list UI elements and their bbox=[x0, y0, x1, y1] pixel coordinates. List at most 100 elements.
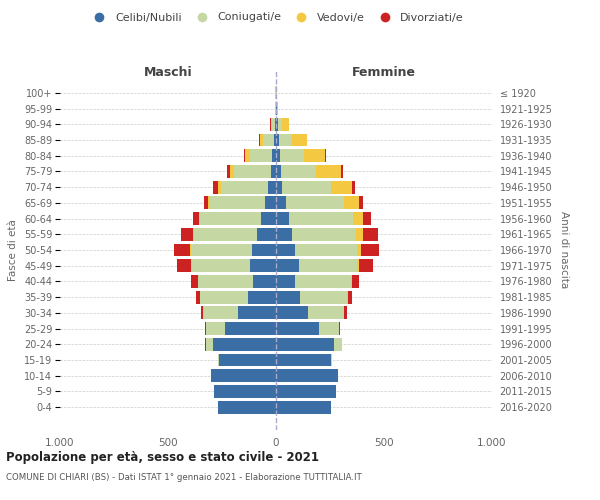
Bar bbox=[250, 260, 276, 272]
Bar bbox=[177, 260, 191, 272]
Bar bbox=[276, 196, 286, 209]
Bar bbox=[238, 306, 276, 320]
Bar bbox=[331, 180, 352, 194]
Bar bbox=[364, 228, 377, 240]
Bar bbox=[359, 196, 364, 209]
Bar bbox=[276, 260, 299, 272]
Bar bbox=[276, 165, 281, 178]
Bar bbox=[214, 385, 276, 398]
Bar bbox=[361, 244, 379, 256]
Bar bbox=[219, 354, 276, 366]
Bar bbox=[200, 290, 248, 304]
Bar bbox=[325, 149, 326, 162]
Bar bbox=[248, 290, 276, 304]
Bar bbox=[227, 165, 230, 178]
Bar bbox=[292, 228, 356, 240]
Bar bbox=[295, 275, 350, 288]
Bar bbox=[331, 354, 332, 366]
Bar bbox=[245, 149, 250, 162]
Bar bbox=[352, 180, 355, 194]
Bar bbox=[252, 244, 276, 256]
Bar bbox=[276, 354, 331, 366]
Bar bbox=[271, 165, 276, 178]
Bar bbox=[218, 400, 276, 413]
Bar bbox=[268, 180, 276, 194]
Bar bbox=[316, 165, 341, 178]
Bar bbox=[234, 165, 271, 178]
Bar bbox=[282, 118, 289, 130]
Bar bbox=[352, 275, 359, 288]
Bar bbox=[286, 196, 344, 209]
Bar bbox=[244, 149, 245, 162]
Bar bbox=[350, 275, 352, 288]
Bar bbox=[344, 306, 347, 320]
Bar bbox=[206, 322, 225, 335]
Bar bbox=[193, 228, 194, 240]
Bar bbox=[356, 260, 359, 272]
Bar bbox=[210, 196, 265, 209]
Bar bbox=[191, 275, 198, 288]
Y-axis label: Fasce di età: Fasce di età bbox=[8, 219, 19, 281]
Bar bbox=[278, 134, 292, 146]
Bar bbox=[292, 134, 307, 146]
Bar bbox=[276, 228, 292, 240]
Bar bbox=[190, 244, 191, 256]
Text: COMUNE DI CHIARI (BS) - Dati ISTAT 1° gennaio 2021 - Elaborazione TUTTITALIA.IT: COMUNE DI CHIARI (BS) - Dati ISTAT 1° ge… bbox=[6, 472, 362, 482]
Bar bbox=[194, 228, 257, 240]
Bar bbox=[196, 290, 200, 304]
Bar bbox=[276, 322, 319, 335]
Bar bbox=[356, 228, 364, 240]
Bar bbox=[308, 306, 344, 320]
Bar bbox=[206, 338, 214, 351]
Text: Maschi: Maschi bbox=[143, 66, 193, 78]
Bar bbox=[272, 149, 276, 162]
Bar bbox=[276, 102, 277, 115]
Bar bbox=[265, 196, 276, 209]
Bar bbox=[199, 212, 200, 225]
Bar bbox=[281, 165, 316, 178]
Bar bbox=[289, 212, 353, 225]
Bar bbox=[353, 212, 364, 225]
Text: Popolazione per età, sesso e stato civile - 2021: Popolazione per età, sesso e stato civil… bbox=[6, 451, 319, 464]
Bar bbox=[276, 149, 280, 162]
Bar bbox=[359, 260, 373, 272]
Bar bbox=[347, 290, 348, 304]
Text: Femmine: Femmine bbox=[352, 66, 416, 78]
Y-axis label: Anni di nascita: Anni di nascita bbox=[559, 212, 569, 288]
Bar bbox=[319, 322, 338, 335]
Bar bbox=[203, 196, 208, 209]
Bar bbox=[193, 212, 199, 225]
Bar bbox=[230, 165, 234, 178]
Bar bbox=[276, 338, 334, 351]
Bar bbox=[299, 260, 356, 272]
Bar bbox=[260, 134, 263, 146]
Bar bbox=[276, 180, 283, 194]
Bar bbox=[214, 180, 218, 194]
Bar bbox=[201, 306, 203, 320]
Bar bbox=[339, 322, 340, 335]
Bar bbox=[278, 118, 282, 130]
Bar bbox=[174, 244, 190, 256]
Bar bbox=[276, 385, 337, 398]
Bar bbox=[280, 149, 304, 162]
Bar bbox=[276, 212, 289, 225]
Bar bbox=[348, 290, 352, 304]
Bar bbox=[276, 244, 295, 256]
Bar bbox=[261, 212, 276, 225]
Legend: Celibi/Nubili, Coniugati/e, Vedovi/e, Divorziati/e: Celibi/Nubili, Coniugati/e, Vedovi/e, Di… bbox=[84, 8, 468, 27]
Bar bbox=[191, 260, 192, 272]
Bar bbox=[198, 275, 253, 288]
Bar bbox=[276, 370, 338, 382]
Bar bbox=[181, 228, 193, 240]
Bar bbox=[334, 338, 342, 351]
Bar bbox=[271, 118, 272, 130]
Bar bbox=[191, 244, 252, 256]
Bar bbox=[276, 306, 308, 320]
Bar bbox=[274, 134, 276, 146]
Bar bbox=[272, 118, 275, 130]
Bar bbox=[192, 260, 250, 272]
Bar bbox=[276, 118, 278, 130]
Bar bbox=[283, 180, 331, 194]
Bar bbox=[275, 118, 276, 130]
Bar bbox=[263, 134, 274, 146]
